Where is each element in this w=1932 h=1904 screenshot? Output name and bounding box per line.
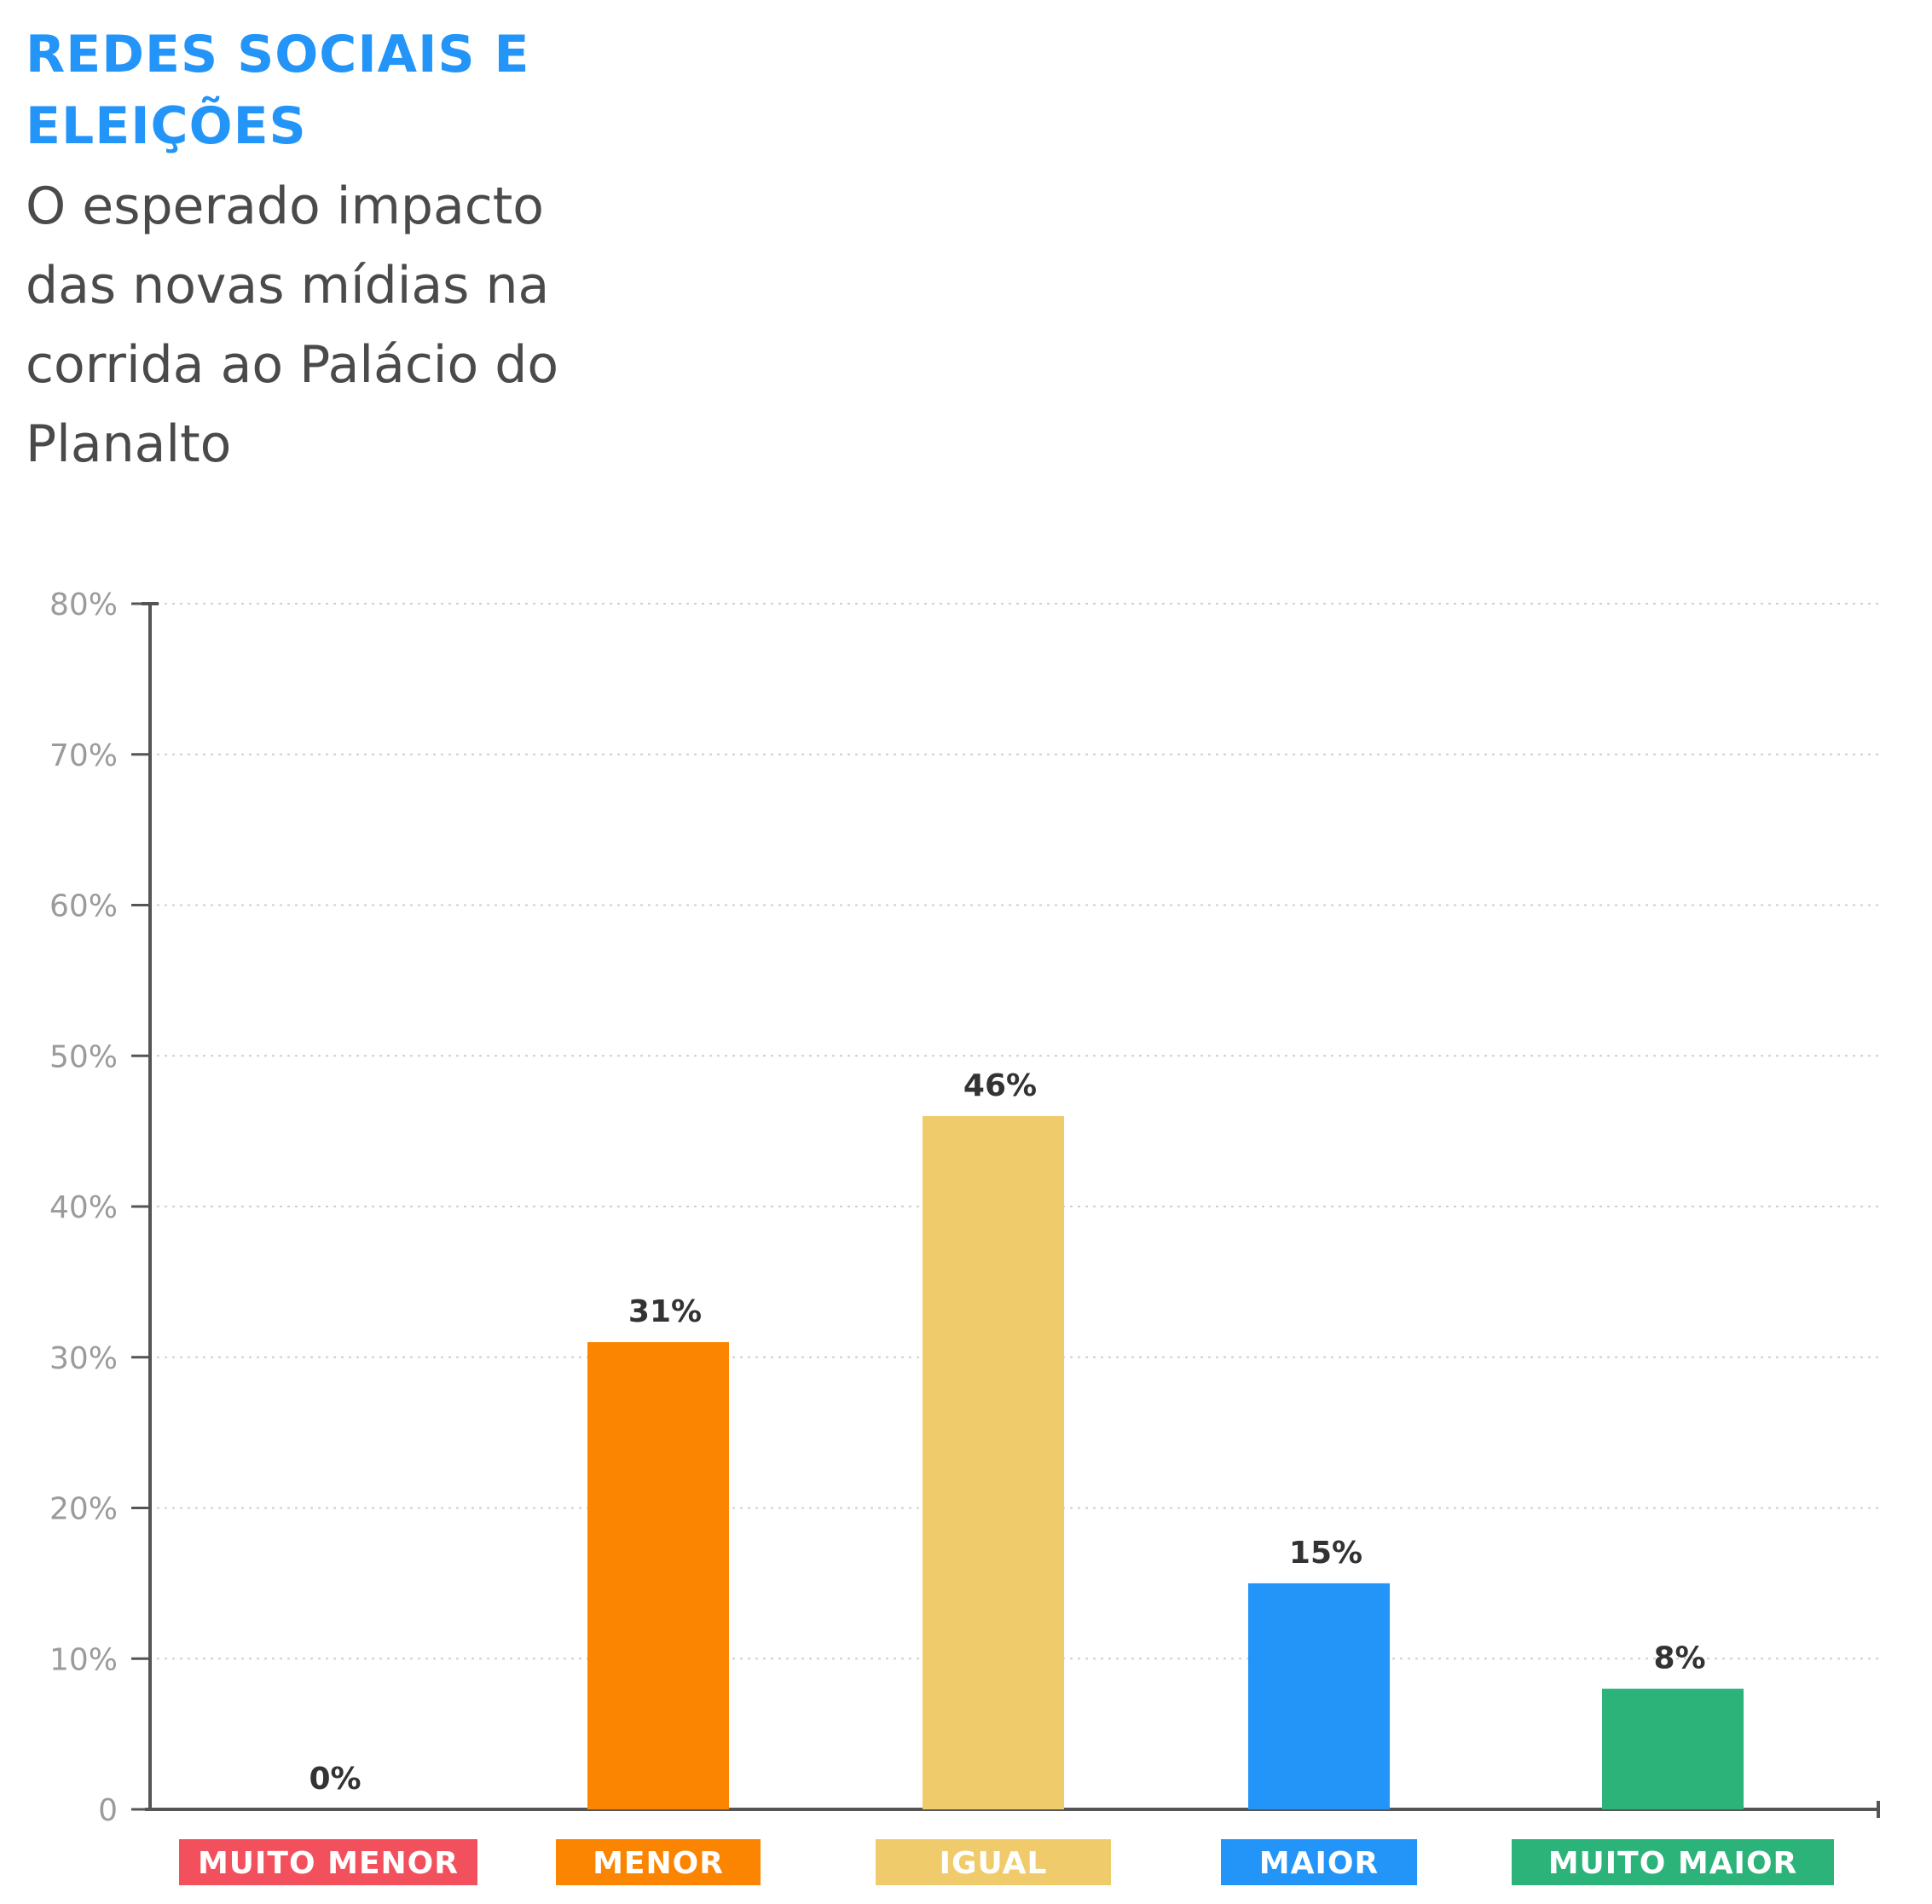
y-tick-label: 70% [49,738,118,773]
y-tick-label: 80% [49,587,118,622]
category-label: IGUAL [940,1846,1048,1881]
y-tick-label: 20% [49,1492,118,1527]
bar-value-label: 15% [1289,1536,1362,1571]
y-tick-label: 50% [49,1039,118,1074]
category-label: MUITO MENOR [198,1846,459,1881]
y-tick-label: 40% [49,1190,118,1225]
bar-value-label: 46% [963,1068,1037,1103]
bar [923,1115,1064,1809]
y-tick-label: 10% [49,1642,118,1677]
bar [1602,1688,1744,1809]
category-pill [876,1839,1111,1885]
bar-value-label: 8% [1653,1641,1705,1676]
bar [1248,1583,1390,1809]
category-pill [1221,1839,1417,1885]
y-tick-label: 30% [49,1341,118,1376]
category-label: MENOR [593,1846,724,1881]
bar-value-label: 31% [628,1294,702,1329]
bar [587,1342,729,1809]
bar-value-label: 0% [309,1762,361,1797]
category-label: MAIOR [1259,1846,1379,1881]
y-tick-label: 0 [98,1793,118,1828]
category-pill [179,1839,477,1885]
chart-subtitle: O esperado impacto das novas mídias na c… [26,177,559,474]
category-pill [1512,1839,1834,1885]
category-pill [556,1839,761,1885]
category-label: MUITO MAIOR [1548,1846,1798,1881]
y-tick-label: 60% [49,889,118,924]
chart-title: REDES SOCIAIS E ELEIÇÕES [26,25,530,156]
